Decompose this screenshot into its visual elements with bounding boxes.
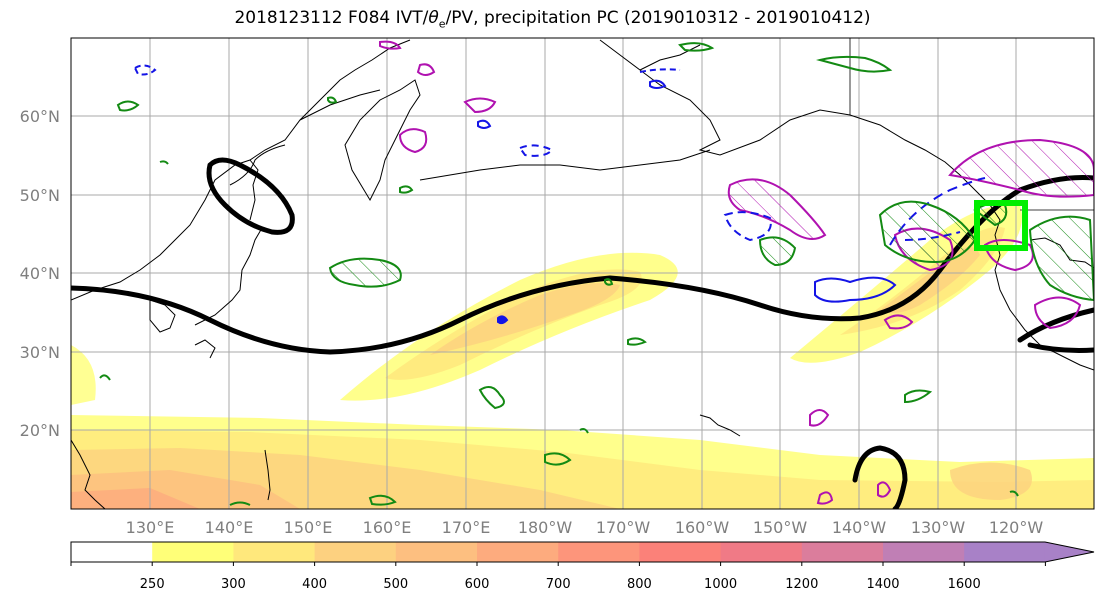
colorbar-segment [233, 542, 316, 562]
colorbar-segment [395, 542, 478, 562]
colorbar-label: 500 [383, 577, 408, 592]
map-title: 2018123112 F084 IVT/θe/PV, precipitation… [234, 8, 871, 31]
colorbar-segments [71, 542, 1094, 562]
lon-label-170e: 170°E [442, 518, 491, 537]
colorbar-segment [639, 542, 722, 562]
target-region-box [974, 200, 1028, 251]
lon-label-180w: 180°W [518, 518, 573, 537]
lat-labels: 60°N 50°N 40°N 30°N 20°N [20, 107, 60, 440]
colorbar-label: 600 [465, 577, 490, 592]
colorbar-frame [70, 541, 1095, 563]
graticule [71, 38, 1094, 509]
colorbar-label: 1200 [785, 577, 818, 592]
lon-label-160w: 160°W [675, 518, 730, 537]
map-frame [70, 37, 1095, 510]
colorbar-segment [558, 542, 640, 562]
colorbar-segment [883, 542, 965, 562]
lat-label-60: 60°N [20, 107, 60, 126]
lat-label-30: 30°N [20, 343, 60, 362]
lon-label-170w: 170°W [596, 518, 651, 537]
colorbar-segment [720, 542, 803, 562]
colorbar-segment [964, 542, 1046, 562]
colorbar-label: 1400 [866, 577, 899, 592]
lon-label-160e: 160°E [363, 518, 412, 537]
lon-label-150w: 150°W [753, 518, 808, 537]
ivt-shading [71, 204, 1094, 509]
lon-label-140w: 140°W [832, 518, 887, 537]
lon-labels: 130°E 140°E 150°E 160°E 170°E 180°W 170°… [126, 518, 1044, 537]
colorbar-segment [314, 542, 397, 562]
colorbar-segment [152, 542, 234, 562]
colorbar-label: 700 [546, 577, 571, 592]
lat-label-40: 40°N [20, 264, 60, 283]
lon-label-140e: 140°E [205, 518, 254, 537]
lon-label-130w: 130°W [911, 518, 966, 537]
colorbar-label: 1000 [704, 577, 737, 592]
colorbar-extension [1044, 542, 1094, 562]
colorbar-label: 250 [140, 577, 165, 592]
colorbar-label: 1600 [948, 577, 981, 592]
green-contours [99, 42, 1094, 506]
colorbar-segment [477, 542, 559, 562]
colorbar-labels: 250 300 400 500 600 700 800 1000 1200 1400 1600 [140, 577, 981, 592]
colorbar: 250 300 400 500 600 700 800 1000 1200 1400 1600 [70, 541, 1095, 592]
lon-label-120w: 120°W [989, 518, 1044, 537]
colorbar-label: 300 [221, 577, 246, 592]
colorbar-label: 800 [627, 577, 652, 592]
colorbar-ticks [70, 562, 1046, 566]
lat-label-50: 50°N [20, 186, 60, 205]
colorbar-segment [71, 542, 153, 562]
lon-label-150e: 150°E [284, 518, 333, 537]
blue-solid-contours [477, 79, 897, 325]
colorbar-segment [801, 542, 884, 562]
lat-label-20: 20°N [20, 421, 60, 440]
lon-label-130e: 130°E [126, 518, 175, 537]
colorbar-label: 400 [302, 577, 327, 592]
map-panel [71, 38, 1094, 509]
